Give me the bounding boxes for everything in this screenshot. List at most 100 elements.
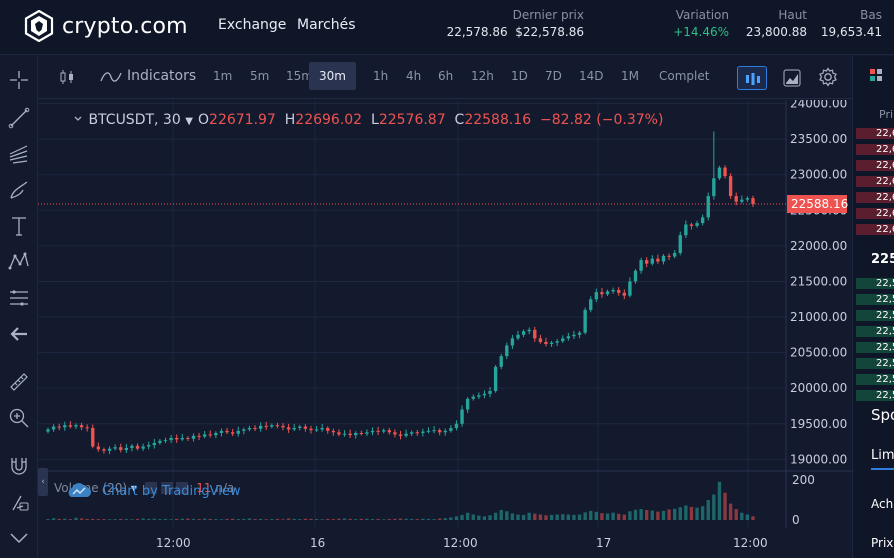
volume-bar	[258, 518, 263, 520]
low-label: L	[371, 112, 379, 128]
buy-label[interactable]: Ache	[871, 497, 894, 511]
timeframe-15m[interactable]: 15m	[286, 69, 313, 83]
candle-body	[505, 345, 509, 357]
volume-close-icon[interactable]	[176, 482, 189, 494]
volume-eye-icon[interactable]	[160, 482, 173, 494]
candle-body	[628, 281, 632, 296]
volume-menu-icon[interactable]: ▾	[130, 481, 137, 495]
limit-tab[interactable]: Lim	[871, 448, 894, 463]
chart-style-button[interactable]	[737, 66, 767, 90]
crypto-com-logo[interactable]: crypto.com	[24, 10, 188, 42]
candle-body	[57, 426, 61, 428]
symbol-dropdown-icon[interactable]: ▼	[185, 116, 193, 127]
bid-row[interactable]: 22,5	[856, 374, 894, 385]
volume-bar	[410, 518, 414, 520]
order-book-layout-icon[interactable]	[869, 68, 883, 82]
nav-exchange[interactable]: Exchange	[218, 17, 287, 33]
bid-row[interactable]: 22,5	[856, 294, 894, 305]
pitchfork-icon[interactable]	[7, 142, 31, 166]
volume-bar	[130, 519, 134, 520]
bid-row[interactable]: 22,5	[856, 390, 894, 401]
price-chart-area[interactable]: 19000.00 19500.00 20000.00 20500.00 21000.00…	[38, 97, 852, 528]
ask-row[interactable]: 22,6	[856, 192, 894, 203]
volume-bar	[230, 518, 235, 520]
volume-bar	[359, 518, 364, 520]
magnet-icon[interactable]	[7, 454, 31, 478]
collapse-legend-icon[interactable]	[72, 113, 84, 125]
candle-body	[672, 252, 677, 257]
ruler-icon[interactable]	[7, 370, 31, 394]
timeframe-1d[interactable]: 1D	[511, 69, 528, 83]
candle-body	[242, 429, 246, 431]
indicators-button[interactable]: Indicators	[127, 68, 197, 84]
volume-value-extra: n/a	[215, 481, 235, 495]
timeframe-complet[interactable]: Complet	[659, 69, 710, 83]
timeframe-30m[interactable]: 30m	[309, 62, 356, 90]
text-tool-icon[interactable]	[7, 214, 31, 238]
ask-row[interactable]: 22,6	[856, 128, 894, 139]
timeframe-1h[interactable]: 1h	[373, 69, 389, 83]
orderbook-price-header: Pri	[879, 108, 894, 121]
volume-bar	[661, 510, 666, 520]
lock-drawing-icon[interactable]	[7, 490, 31, 514]
timeframe-12h[interactable]: 12h	[471, 69, 494, 83]
tradingview-watermark[interactable]: Chart by TradingView	[66, 482, 240, 500]
volume-bar	[320, 519, 324, 520]
candle-body	[493, 366, 498, 392]
price-label: Prix	[871, 536, 894, 550]
ask-row[interactable]: 22,6	[856, 176, 894, 187]
candle-body	[549, 342, 554, 345]
volume-bar	[298, 519, 302, 520]
chevron-down-icon[interactable]	[7, 526, 31, 550]
ask-row[interactable]: 22,6	[856, 144, 894, 155]
candlestick-chart[interactable]: 19000.00 19500.00 20000.00 20500.00 21000.00…	[38, 97, 852, 528]
candle-body	[152, 442, 156, 446]
timeframe-1m[interactable]: 1m	[213, 69, 233, 83]
timeframe-14d[interactable]: 14D	[579, 69, 604, 83]
ask-row[interactable]: 22,6	[856, 160, 894, 171]
settings-gear-icon[interactable]	[818, 67, 838, 87]
timeframe-5m[interactable]: 5m	[250, 69, 270, 83]
timeframe-1m[interactable]: 1M	[621, 69, 639, 83]
chart-toolbar: Indicators 1m 5m 15m 30m 1h 4h 6h 12h 1D 7D 14D 1M C…	[38, 56, 852, 99]
volume-settings-icon[interactable]	[144, 482, 157, 494]
volume-bar	[751, 516, 755, 520]
bid-row[interactable]: 22,5	[856, 342, 894, 353]
nav-marches[interactable]: Marchés	[297, 17, 356, 33]
bid-row[interactable]: 22,5	[856, 310, 894, 321]
high-value: 22696.02	[295, 112, 363, 128]
trend-line-icon[interactable]	[7, 106, 31, 130]
bid-row[interactable]: 22,5	[856, 278, 894, 289]
bid-row[interactable]: 22,5	[856, 326, 894, 337]
fib-retracement-icon[interactable]	[7, 286, 31, 310]
arrow-left-icon[interactable]	[7, 322, 31, 346]
time-axis[interactable]: 12:00 16 12:00 17 12:00	[38, 528, 852, 558]
indicators-icon[interactable]	[100, 70, 122, 84]
volume-bar	[376, 518, 380, 520]
pattern-icon[interactable]	[7, 250, 31, 274]
brush-icon[interactable]	[7, 178, 31, 202]
bid-row[interactable]: 22,5	[856, 358, 894, 369]
zoom-in-icon[interactable]	[7, 406, 31, 430]
ask-row[interactable]: 22,6	[856, 208, 894, 219]
timeframe-4h[interactable]: 4h	[406, 69, 422, 83]
candle-body	[46, 429, 50, 432]
volume-bar	[460, 514, 464, 520]
volume-bar	[147, 518, 151, 520]
candlestick-type-icon[interactable]	[58, 68, 76, 86]
candle-body	[432, 430, 436, 432]
collapse-toolbar-handle[interactable]: ‹	[38, 468, 48, 496]
candle-body	[292, 428, 296, 430]
candle-body	[678, 235, 682, 253]
candle-body	[684, 224, 688, 236]
spot-label[interactable]: Spo	[871, 406, 894, 424]
ask-row[interactable]: 22,6	[856, 224, 894, 235]
timeframe-6h[interactable]: 6h	[438, 69, 454, 83]
limit-tab-underline	[871, 468, 894, 470]
timeframe-7d[interactable]: 7D	[545, 69, 562, 83]
volume-bar	[326, 518, 330, 520]
symbol-selector[interactable]: BTCUSDT, 30 ▼	[72, 112, 193, 128]
area-chart-icon[interactable]	[783, 69, 801, 87]
volume-bar	[689, 506, 694, 520]
crosshair-icon[interactable]	[7, 68, 31, 92]
